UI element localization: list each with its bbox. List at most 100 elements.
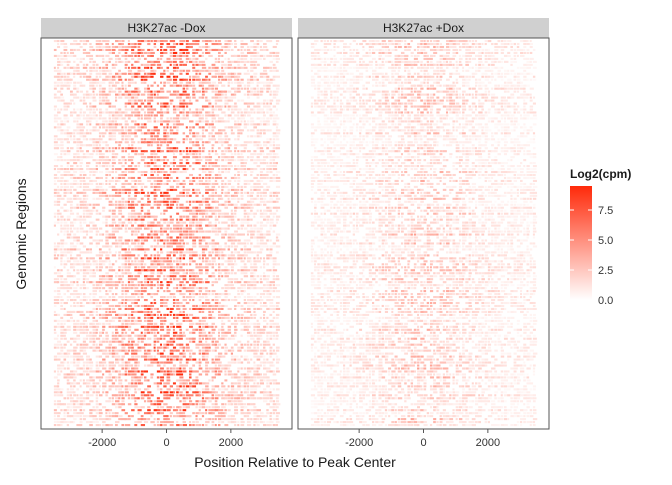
heatmap-cell: [121, 364, 124, 367]
heatmap-cell: [127, 90, 131, 93]
heatmap-cell: [86, 78, 91, 81]
heatmap-cell: [246, 328, 249, 331]
heatmap-cell: [272, 162, 277, 165]
heatmap-cell: [211, 48, 216, 52]
heatmap-cell: [102, 66, 105, 69]
heatmap-cell: [227, 272, 231, 275]
heatmap-cell: [263, 290, 266, 293]
heatmap-cell: [105, 40, 110, 43]
heatmap-cell: [211, 197, 215, 200]
heatmap-cell: [60, 224, 63, 227]
heatmap-cell: [211, 298, 215, 302]
heatmap-cell: [82, 203, 87, 206]
heatmap-cell: [246, 156, 250, 159]
heatmap-cell: [131, 75, 135, 78]
heatmap-cell: [246, 260, 252, 263]
heatmap-cell: [224, 203, 227, 206]
heatmap-cell: [121, 319, 126, 322]
heatmap-cell: [214, 165, 220, 168]
heatmap-cell: [172, 138, 177, 141]
heatmap-cell: [150, 105, 153, 108]
heatmap-cell: [76, 304, 80, 308]
heatmap-cell: [121, 275, 124, 278]
heatmap-cell: [156, 200, 161, 203]
heatmap-cell: [269, 209, 272, 212]
heatmap-cell: [137, 296, 140, 299]
heatmap-cell: [217, 159, 221, 162]
heatmap-cell: [237, 367, 240, 370]
heatmap-cell: [208, 45, 211, 49]
heatmap-cell: [92, 188, 97, 191]
heatmap-cell: [115, 349, 119, 352]
heatmap-cell: [53, 96, 57, 99]
heatmap-cell: [179, 194, 184, 197]
heatmap-cell: [259, 185, 264, 188]
heatmap-cell: [272, 159, 276, 162]
heatmap-cell: [134, 108, 139, 111]
heatmap-cell: [153, 224, 158, 227]
heatmap-cell: [198, 162, 201, 165]
heatmap-cell: [166, 117, 169, 120]
heatmap-cell: [150, 159, 153, 162]
heatmap-cell: [250, 304, 255, 308]
heatmap-cell: [76, 123, 80, 126]
heatmap-cell: [201, 236, 206, 239]
heatmap-cell: [205, 358, 208, 361]
heatmap-cell: [153, 93, 156, 96]
heatmap-cell: [275, 90, 279, 93]
heatmap-cell: [224, 316, 229, 319]
heatmap-cell: [269, 60, 273, 63]
heatmap-cell: [237, 108, 242, 111]
heatmap-cell: [185, 105, 189, 108]
heatmap-cell: [224, 272, 228, 275]
heatmap-cell: [147, 111, 151, 114]
heatmap-cell: [160, 150, 165, 153]
heatmap-cell: [124, 206, 128, 209]
heatmap-cell: [153, 260, 158, 263]
heatmap-cell: [217, 257, 221, 260]
heatmap-cell: [201, 45, 206, 49]
heatmap-cell: [221, 367, 225, 370]
heatmap-cell: [275, 251, 279, 254]
heatmap-cell: [115, 176, 119, 180]
heatmap-cell: [69, 287, 73, 290]
heatmap-cell: [201, 150, 205, 153]
heatmap-cell: [272, 105, 277, 108]
heatmap-cell: [253, 185, 257, 188]
heatmap-cell: [198, 200, 203, 203]
heatmap-cell: [211, 230, 216, 233]
heatmap-cell: [275, 218, 279, 221]
heatmap-cell: [66, 325, 71, 328]
heatmap-cell: [163, 165, 166, 168]
heatmap-cell: [275, 99, 281, 102]
heatmap-cell: [63, 224, 68, 227]
heatmap-cell: [250, 242, 253, 245]
heatmap-cell: [95, 245, 98, 248]
heatmap-cell: [79, 191, 84, 194]
heatmap-cell: [182, 90, 187, 93]
heatmap-cell: [60, 120, 64, 123]
heatmap-cell: [98, 322, 102, 325]
heatmap-cell: [53, 182, 57, 185]
heatmap-cell: [147, 248, 150, 251]
heatmap-cell: [272, 215, 275, 218]
heatmap-cell: [57, 45, 61, 49]
heatmap-cell: [121, 138, 124, 141]
heatmap-cell: [172, 170, 177, 174]
heatmap-cell: [143, 212, 149, 215]
heatmap-cell: [259, 176, 264, 180]
heatmap-cell: [234, 144, 239, 147]
heatmap-cell: [253, 150, 257, 153]
heatmap-cell: [269, 284, 272, 287]
heatmap-cell: [172, 313, 176, 316]
heatmap-cell: [172, 126, 177, 129]
heatmap-cell: [137, 218, 142, 221]
heatmap-cell: [163, 304, 168, 308]
heatmap-cell: [166, 284, 171, 287]
heatmap-cell: [79, 176, 83, 180]
heatmap-cell: [240, 206, 245, 209]
heatmap-cell: [143, 236, 148, 239]
heatmap-cell: [124, 132, 128, 135]
heatmap-cell: [272, 57, 278, 60]
heatmap-cell: [95, 307, 98, 310]
